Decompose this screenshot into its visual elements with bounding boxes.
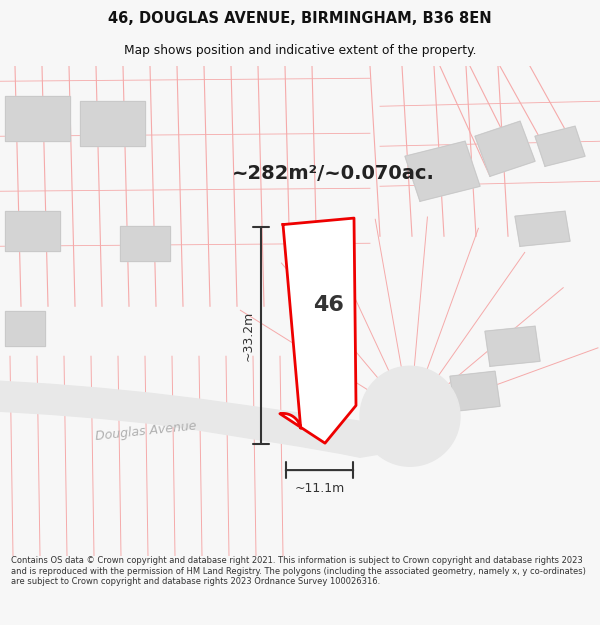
Text: ~33.2m: ~33.2m xyxy=(242,311,255,361)
Polygon shape xyxy=(515,211,570,246)
Polygon shape xyxy=(80,101,145,146)
Polygon shape xyxy=(475,121,535,176)
Text: ~11.1m: ~11.1m xyxy=(295,482,344,495)
Circle shape xyxy=(365,371,455,461)
Polygon shape xyxy=(450,371,500,411)
Polygon shape xyxy=(405,141,480,201)
Polygon shape xyxy=(120,226,170,261)
Circle shape xyxy=(360,366,460,466)
Polygon shape xyxy=(485,326,540,366)
Text: Douglas Avenue: Douglas Avenue xyxy=(95,419,197,443)
Circle shape xyxy=(372,378,448,454)
Polygon shape xyxy=(5,96,70,141)
Polygon shape xyxy=(5,211,60,251)
Text: 46: 46 xyxy=(313,295,344,315)
Text: Map shows position and indicative extent of the property.: Map shows position and indicative extent… xyxy=(124,44,476,58)
Polygon shape xyxy=(280,218,356,443)
Text: ~282m²/~0.070ac.: ~282m²/~0.070ac. xyxy=(232,164,435,184)
Text: 46, DOUGLAS AVENUE, BIRMINGHAM, B36 8EN: 46, DOUGLAS AVENUE, BIRMINGHAM, B36 8EN xyxy=(108,11,492,26)
Polygon shape xyxy=(5,311,45,346)
Polygon shape xyxy=(535,126,585,166)
Polygon shape xyxy=(0,381,390,458)
Text: Contains OS data © Crown copyright and database right 2021. This information is : Contains OS data © Crown copyright and d… xyxy=(11,556,586,586)
